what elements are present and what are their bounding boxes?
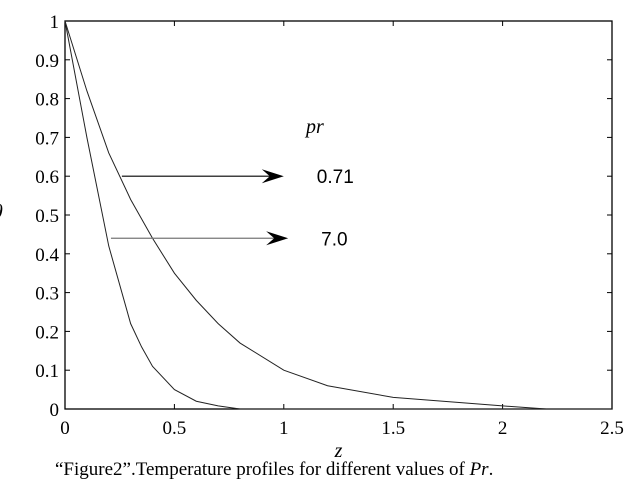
caption-text: “Figure2”.Temperature profiles for diffe… (55, 459, 470, 480)
y-axis-label: θ (0, 201, 3, 223)
y-tick-label: 0.6 (35, 167, 59, 188)
caption-suffix: . (488, 459, 494, 480)
caption-var: Pr (469, 459, 489, 480)
x-tick-label: 1 (279, 418, 289, 439)
y-tick-label: 0.4 (35, 245, 59, 266)
series-line-pr-0.71 (64, 20, 612, 410)
y-tick-label: 0.8 (35, 90, 59, 111)
x-tick-label: 2.5 (600, 418, 624, 439)
arrow-head-icon (266, 231, 289, 246)
annotation-label-pr-7.0: 7.0 (321, 229, 347, 250)
x-tick-label: 0.5 (163, 418, 187, 439)
x-tick-label: 2 (498, 418, 508, 439)
y-tick-label: 0 (50, 400, 60, 421)
x-tick-label: 0 (60, 418, 70, 439)
figure-caption: “Figure2”.Temperature profiles for diffe… (55, 459, 493, 481)
y-tick-label: 0.7 (35, 128, 59, 149)
annotation-label-pr-0.71: 0.71 (317, 167, 354, 188)
arrow-head-icon (261, 169, 284, 184)
x-axis-label: z (334, 440, 343, 462)
x-tick-label: 1.5 (381, 418, 405, 439)
y-tick-label: 0.9 (35, 51, 59, 72)
legend-title: pr (304, 116, 324, 138)
y-tick-label: 0.5 (35, 206, 59, 227)
y-tick-label: 0.1 (35, 361, 59, 382)
y-tick-label: 1 (50, 12, 60, 33)
y-tick-label: 0.3 (35, 284, 59, 305)
plot-frame (64, 20, 613, 410)
series-line-pr-7.0 (64, 20, 612, 410)
y-tick-label: 0.2 (35, 322, 59, 343)
